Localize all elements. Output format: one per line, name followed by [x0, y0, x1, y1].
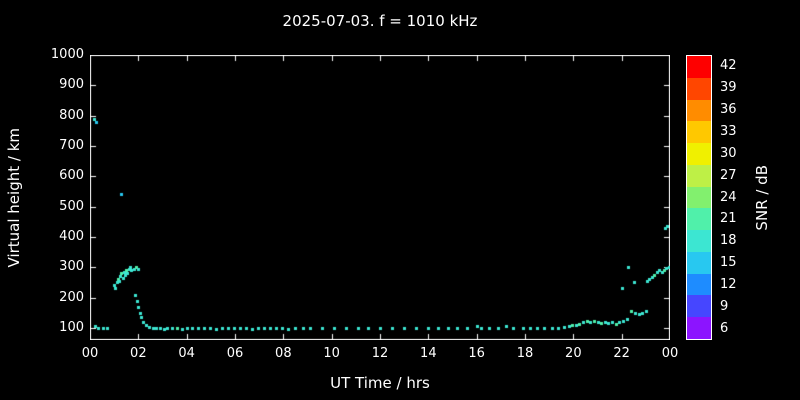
x-axis-label: UT Time / hrs — [330, 374, 430, 392]
x-tick-label: 02 — [130, 346, 147, 361]
y-axis-label-wrap: Virtual height / km — [4, 55, 24, 340]
colorbar-segment — [687, 186, 711, 209]
chart-title: 2025-07-03. f = 1010 kHz — [282, 12, 478, 30]
x-tick-label: 10 — [323, 346, 340, 361]
colorbar-segment — [687, 121, 711, 144]
x-tick-label: 04 — [178, 346, 195, 361]
x-tick-label: 16 — [468, 346, 485, 361]
snr-colorbar — [686, 55, 712, 340]
colorbar-tick-label: 18 — [720, 233, 737, 249]
y-tick-label: 200 — [59, 289, 84, 305]
x-tick-label: 08 — [275, 346, 292, 361]
colorbar-tick-label: 42 — [720, 57, 737, 73]
x-tick-label: 22 — [613, 346, 630, 361]
colorbar-tick-label: 15 — [720, 255, 737, 271]
x-tick-label: 20 — [565, 346, 582, 361]
colorbar-segment — [687, 251, 711, 274]
x-tick-label: 00 — [81, 346, 99, 361]
x-tick-label: 06 — [226, 346, 244, 361]
colorbar-tick-label: 9 — [720, 299, 729, 315]
y-tick-label: 500 — [59, 198, 84, 214]
colorbar-tick-label: 24 — [720, 189, 737, 205]
colorbar-tick-label: 36 — [720, 101, 737, 117]
y-tick-label: 800 — [59, 107, 84, 123]
colorbar-tick-label: 21 — [720, 211, 737, 227]
y-tick-label: 900 — [59, 77, 84, 93]
colorbar-tick-label: 27 — [720, 167, 737, 183]
y-axis-label: Virtual height / km — [5, 127, 23, 268]
colorbar-tick-label: 33 — [720, 123, 737, 139]
y-tick-label: 100 — [59, 319, 84, 335]
y-tick-label: 400 — [59, 228, 84, 244]
colorbar-segment — [687, 77, 711, 100]
x-tick-label: 18 — [516, 346, 534, 361]
scatter-plot-canvas — [90, 55, 670, 340]
colorbar-segment — [687, 99, 711, 122]
colorbar-segment — [687, 273, 711, 296]
x-tick-label: 00 — [661, 346, 679, 361]
colorbar-segment — [687, 295, 711, 318]
colorbar-label-wrap: SNR / dB — [752, 55, 772, 340]
colorbar-tick-label: 30 — [720, 145, 737, 161]
colorbar-segment — [687, 317, 711, 339]
colorbar-segment — [687, 164, 711, 187]
colorbar-segment — [687, 56, 711, 78]
colorbar-tick-label: 6 — [720, 321, 729, 337]
y-tick-label: 600 — [59, 168, 84, 184]
colorbar-tick-label: 12 — [720, 277, 737, 293]
colorbar-segment — [687, 143, 711, 165]
colorbar-label: SNR / dB — [753, 164, 771, 231]
y-tick-label: 1000 — [50, 47, 84, 62]
y-tick-label: 700 — [59, 137, 84, 153]
x-tick-label: 12 — [371, 346, 389, 361]
colorbar-segment — [687, 208, 711, 231]
colorbar-segment — [687, 230, 711, 252]
x-tick-label: 14 — [420, 346, 437, 361]
y-tick-label: 300 — [59, 259, 84, 275]
colorbar-tick-label: 39 — [720, 79, 737, 95]
